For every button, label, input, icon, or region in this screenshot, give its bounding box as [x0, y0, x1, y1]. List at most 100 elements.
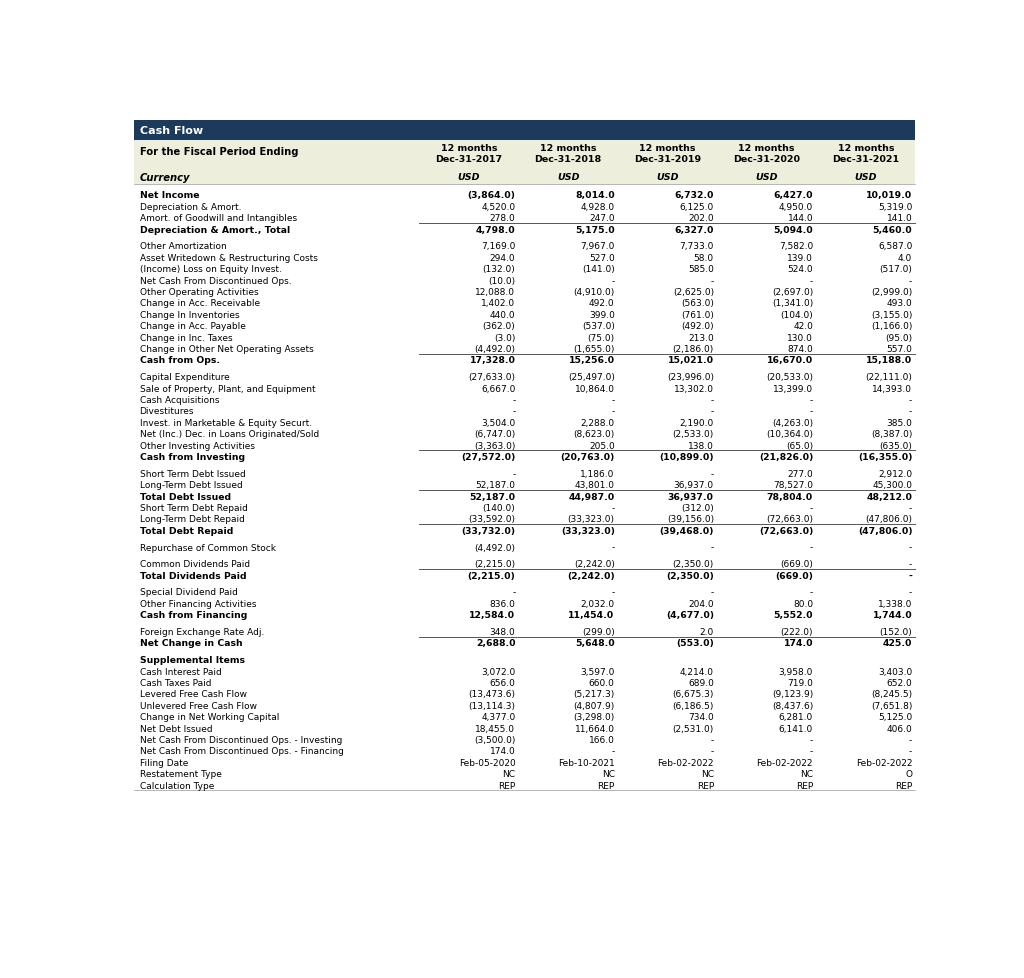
Text: Net (Inc.) Dec. in Loans Originated/Sold: Net (Inc.) Dec. in Loans Originated/Sold: [139, 429, 318, 439]
Text: 15,021.0: 15,021.0: [668, 356, 714, 365]
Text: (39,156.0): (39,156.0): [667, 514, 714, 524]
Text: (7,651.8): (7,651.8): [871, 701, 912, 710]
Text: Total Debt Issued: Total Debt Issued: [139, 492, 230, 501]
Text: 12 months: 12 months: [440, 144, 498, 153]
Text: -: -: [909, 746, 912, 756]
Text: (2,625.0): (2,625.0): [673, 288, 714, 296]
Text: 11,664.0: 11,664.0: [574, 724, 614, 733]
Text: 13,399.0: 13,399.0: [773, 384, 813, 393]
Text: (3,864.0): (3,864.0): [468, 192, 515, 200]
Text: 2.0: 2.0: [699, 628, 714, 637]
Text: 5,319.0: 5,319.0: [878, 202, 912, 211]
Text: (3,363.0): (3,363.0): [474, 441, 515, 450]
Text: Dec-31-2019: Dec-31-2019: [634, 155, 701, 163]
Text: Change in Inc. Taxes: Change in Inc. Taxes: [139, 333, 232, 342]
Text: (152.0): (152.0): [880, 628, 912, 637]
Text: (2,186.0): (2,186.0): [673, 344, 714, 354]
Text: -: -: [611, 277, 614, 286]
Text: 205.0: 205.0: [589, 441, 614, 450]
Text: 144.0: 144.0: [787, 214, 813, 223]
Text: (47,806.0): (47,806.0): [858, 526, 912, 535]
Text: 2,288.0: 2,288.0: [581, 419, 614, 427]
Text: 8,014.0: 8,014.0: [574, 192, 614, 200]
Text: -: -: [611, 407, 614, 416]
Text: 719.0: 719.0: [787, 679, 813, 688]
Text: (299.0): (299.0): [582, 628, 614, 637]
Text: (2,697.0): (2,697.0): [772, 288, 813, 296]
Text: USD: USD: [855, 173, 877, 182]
Text: 15,256.0: 15,256.0: [568, 356, 614, 365]
Text: For the Fiscal Period Ending: For the Fiscal Period Ending: [139, 147, 298, 156]
Text: 15,188.0: 15,188.0: [866, 356, 912, 365]
Text: REP: REP: [796, 780, 813, 790]
Text: 11,454.0: 11,454.0: [568, 610, 614, 620]
Text: 7,967.0: 7,967.0: [581, 243, 614, 251]
Text: 5,175.0: 5,175.0: [574, 226, 614, 235]
Text: -: -: [909, 559, 912, 569]
Text: (33,732.0): (33,732.0): [462, 526, 515, 535]
Text: 3,597.0: 3,597.0: [581, 667, 614, 676]
Text: (47,806.0): (47,806.0): [865, 514, 912, 524]
Text: Levered Free Cash Flow: Levered Free Cash Flow: [139, 689, 247, 698]
Text: (517.0): (517.0): [880, 265, 912, 274]
Text: (4,492.0): (4,492.0): [474, 344, 515, 354]
Text: NC: NC: [800, 770, 813, 778]
Text: 138.0: 138.0: [688, 441, 714, 450]
Text: (8,387.0): (8,387.0): [871, 429, 912, 439]
Text: -: -: [711, 735, 714, 744]
Text: -: -: [711, 277, 714, 286]
Text: 2,032.0: 2,032.0: [581, 600, 614, 608]
Text: 277.0: 277.0: [787, 469, 813, 478]
Text: (6,747.0): (6,747.0): [474, 429, 515, 439]
Text: -: -: [512, 407, 515, 416]
Text: (312.0): (312.0): [681, 504, 714, 512]
Text: 139.0: 139.0: [787, 253, 813, 262]
Text: (4,807.9): (4,807.9): [573, 701, 614, 710]
Text: 174.0: 174.0: [783, 639, 813, 647]
Text: Change in Other Net Operating Assets: Change in Other Net Operating Assets: [139, 344, 313, 354]
Text: (2,242.0): (2,242.0): [567, 571, 614, 580]
Text: 3,504.0: 3,504.0: [481, 419, 515, 427]
Text: 58.0: 58.0: [693, 253, 714, 262]
Text: 440.0: 440.0: [489, 311, 515, 320]
Text: Dec-31-2020: Dec-31-2020: [733, 155, 800, 163]
Text: Invest. in Marketable & Equity Securt.: Invest. in Marketable & Equity Securt.: [139, 419, 311, 427]
Text: 6,667.0: 6,667.0: [481, 384, 515, 393]
Text: -: -: [711, 407, 714, 416]
Text: 5,648.0: 5,648.0: [574, 639, 614, 647]
Text: Depreciation & Amort., Total: Depreciation & Amort., Total: [139, 226, 290, 235]
Text: (2,215.0): (2,215.0): [474, 559, 515, 569]
Text: NC: NC: [700, 770, 714, 778]
Text: Cash from Financing: Cash from Financing: [139, 610, 247, 620]
Text: (2,215.0): (2,215.0): [468, 571, 515, 580]
Text: -: -: [909, 735, 912, 744]
Text: Cash Acquisitions: Cash Acquisitions: [139, 395, 219, 405]
Text: 2,190.0: 2,190.0: [680, 419, 714, 427]
Text: 130.0: 130.0: [787, 333, 813, 342]
Text: Cash Interest Paid: Cash Interest Paid: [139, 667, 221, 676]
Text: Change in Net Working Capital: Change in Net Working Capital: [139, 713, 279, 722]
Text: 14,393.0: 14,393.0: [872, 384, 912, 393]
Text: Long-Term Debt Issued: Long-Term Debt Issued: [139, 480, 243, 490]
Text: 385.0: 385.0: [887, 419, 912, 427]
Text: -: -: [810, 588, 813, 597]
Text: -: -: [909, 395, 912, 405]
Text: (2,350.0): (2,350.0): [673, 559, 714, 569]
Text: -: -: [810, 735, 813, 744]
Text: NC: NC: [602, 770, 614, 778]
Text: Dec-31-2021: Dec-31-2021: [833, 155, 899, 163]
Text: (16,355.0): (16,355.0): [858, 453, 912, 462]
Text: Total Debt Repaid: Total Debt Repaid: [139, 526, 233, 535]
Text: (6,186.5): (6,186.5): [673, 701, 714, 710]
Text: 6,732.0: 6,732.0: [675, 192, 714, 200]
Text: Feb-02-2022: Feb-02-2022: [757, 758, 813, 767]
Text: (3.0): (3.0): [494, 333, 515, 342]
Text: REP: REP: [499, 780, 515, 790]
Text: 4,520.0: 4,520.0: [481, 202, 515, 211]
Text: (4,492.0): (4,492.0): [474, 543, 515, 552]
Text: 6,141.0: 6,141.0: [779, 724, 813, 733]
Text: -: -: [711, 395, 714, 405]
Text: Common Dividends Paid: Common Dividends Paid: [139, 559, 250, 569]
Text: 12 months: 12 months: [738, 144, 795, 153]
Text: (72,663.0): (72,663.0): [759, 526, 813, 535]
